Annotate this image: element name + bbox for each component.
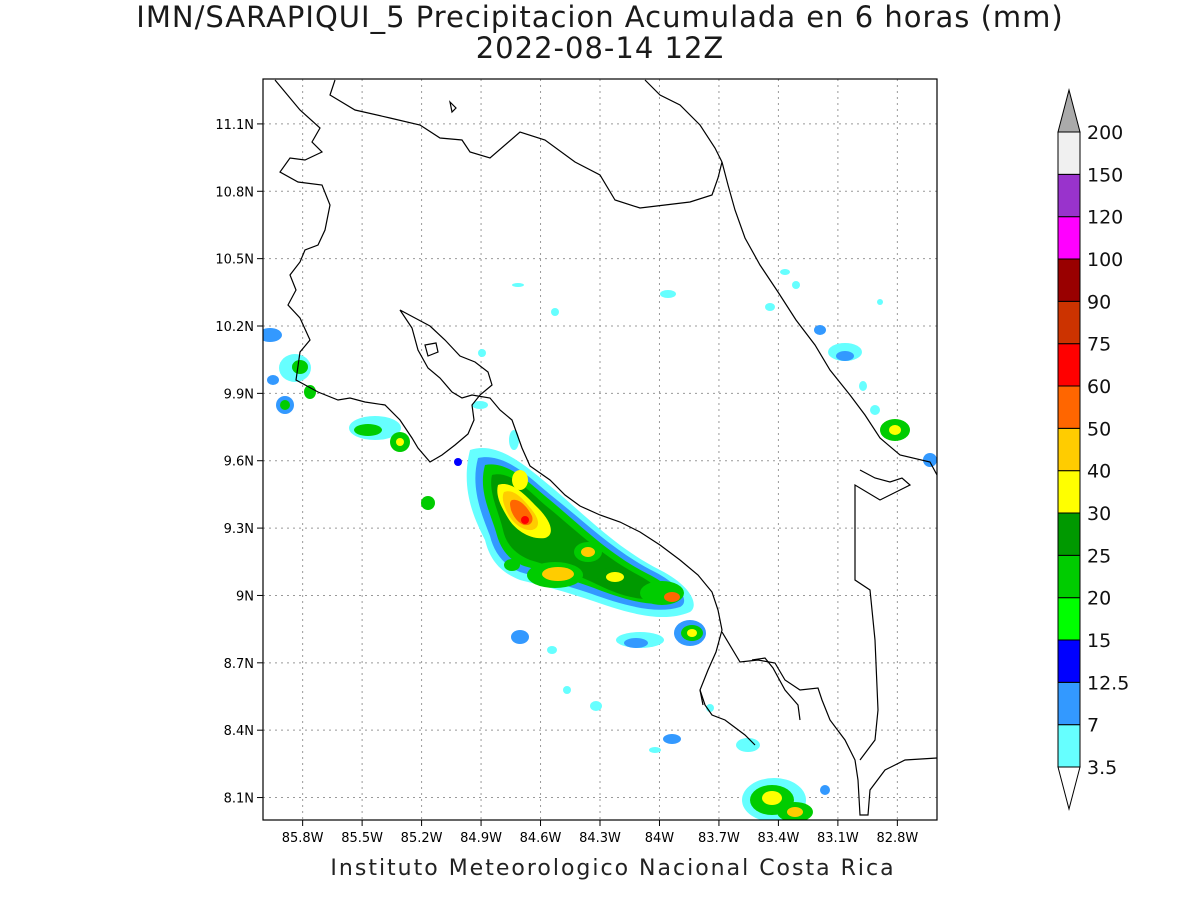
colorbar-label: 60	[1087, 376, 1111, 398]
lat-tick-label: 9.3N	[224, 522, 254, 537]
colorbar-bin	[1057, 343, 1081, 387]
lat-tick-label: 8.1N	[224, 792, 254, 807]
colorbar-bin	[1057, 470, 1081, 514]
colorbar-bin	[1057, 258, 1081, 302]
colorbar-label: 15	[1087, 630, 1111, 652]
colorbar-bin	[1057, 131, 1081, 175]
colorbar-label: 75	[1087, 334, 1111, 356]
colorbar-bin	[1057, 173, 1081, 218]
rain-band-central	[466, 448, 694, 618]
lon-tick-label: 85.8W	[282, 831, 324, 846]
map-title: IMN/SARAPIQUI_5 Precipitacion Acumulada …	[136, 0, 1064, 34]
colorbar-bin	[1057, 681, 1081, 726]
lon-tick-label: 85.2W	[401, 831, 443, 846]
colorbar-bin	[1057, 427, 1081, 472]
precipitation-field	[263, 269, 937, 820]
colorbar-bin	[1057, 216, 1081, 260]
lat-tick-label: 10.2N	[215, 320, 254, 335]
lat-tick-label: 8.4N	[224, 724, 254, 739]
coastlines	[274, 79, 937, 816]
lon-tick-label: 84.6W	[520, 831, 562, 846]
credit-text: Instituto Meteorologico Nacional Costa R…	[330, 856, 896, 881]
colorbar-label: 200	[1087, 122, 1123, 144]
colorbar-label: 120	[1087, 207, 1123, 229]
lon-tick-label: 82.8W	[876, 831, 918, 846]
latitude-tick-labels: 11.1N 10.8N 10.5N 10.2N 9.9N 9.6N 9.3N 9N 8.7N 8.…	[215, 118, 263, 807]
colorbar-bin	[1057, 724, 1081, 768]
colorbar-label: 3.5	[1087, 757, 1117, 779]
colorbar-max-arrow	[1057, 88, 1081, 133]
colorbar-bin	[1057, 597, 1081, 641]
lat-tick-label: 10.8N	[215, 185, 254, 200]
lon-tick-label: 84.3W	[579, 831, 621, 846]
lon-tick-label: 84.9W	[460, 831, 502, 846]
colorbar-label: 25	[1087, 545, 1111, 567]
rain-cells-northwest	[263, 328, 488, 510]
map-subtitle-date: 2022-08-14 12Z	[475, 31, 725, 65]
lat-tick-label: 9N	[236, 589, 254, 604]
colorbar-label: 50	[1087, 418, 1111, 440]
lat-tick-label: 9.9N	[224, 387, 254, 402]
lon-tick-label: 83.4W	[758, 831, 800, 846]
colorbar-label: 12.5	[1087, 672, 1129, 694]
colorbar-label: 100	[1087, 249, 1123, 271]
colorbar-label: 40	[1087, 461, 1111, 483]
colorbar-bin	[1057, 300, 1081, 345]
lat-tick-label: 11.1N	[215, 118, 254, 133]
lon-tick-label: 83.7W	[698, 831, 740, 846]
colorbar-labels: 3.5 7 12.5 15 20 25 30 40 50 60 75 90 100 120 150 200	[1087, 122, 1129, 779]
colorbar-bin	[1057, 639, 1081, 683]
colorbar-min-arrow	[1057, 766, 1081, 811]
colorbar-label: 30	[1087, 503, 1111, 525]
colorbar-legend	[1057, 88, 1081, 811]
colorbar-label: 90	[1087, 291, 1111, 313]
colorbar-bin	[1057, 512, 1081, 556]
lon-tick-label: 85.5W	[341, 831, 383, 846]
lat-tick-label: 8.7N	[224, 657, 254, 672]
rain-cells-caribbean	[512, 269, 937, 467]
colorbar-bin	[1057, 385, 1081, 429]
longitude-tick-labels: 85.8W 85.5W 85.2W 84.9W 84.6W 84.3W 84W 83.7W 83…	[282, 820, 918, 846]
colorbar-bin	[1057, 554, 1081, 599]
lon-tick-label: 83.1W	[817, 831, 859, 846]
rain-cells-south	[547, 646, 830, 820]
colorbar-label: 7	[1087, 715, 1099, 737]
rain-cells-band	[504, 430, 706, 648]
lat-tick-label: 10.5N	[215, 253, 254, 268]
lon-tick-label: 84W	[645, 831, 675, 846]
colorbar-label: 150	[1087, 164, 1123, 186]
lat-tick-label: 9.6N	[224, 455, 254, 470]
colorbar-label: 20	[1087, 588, 1111, 610]
